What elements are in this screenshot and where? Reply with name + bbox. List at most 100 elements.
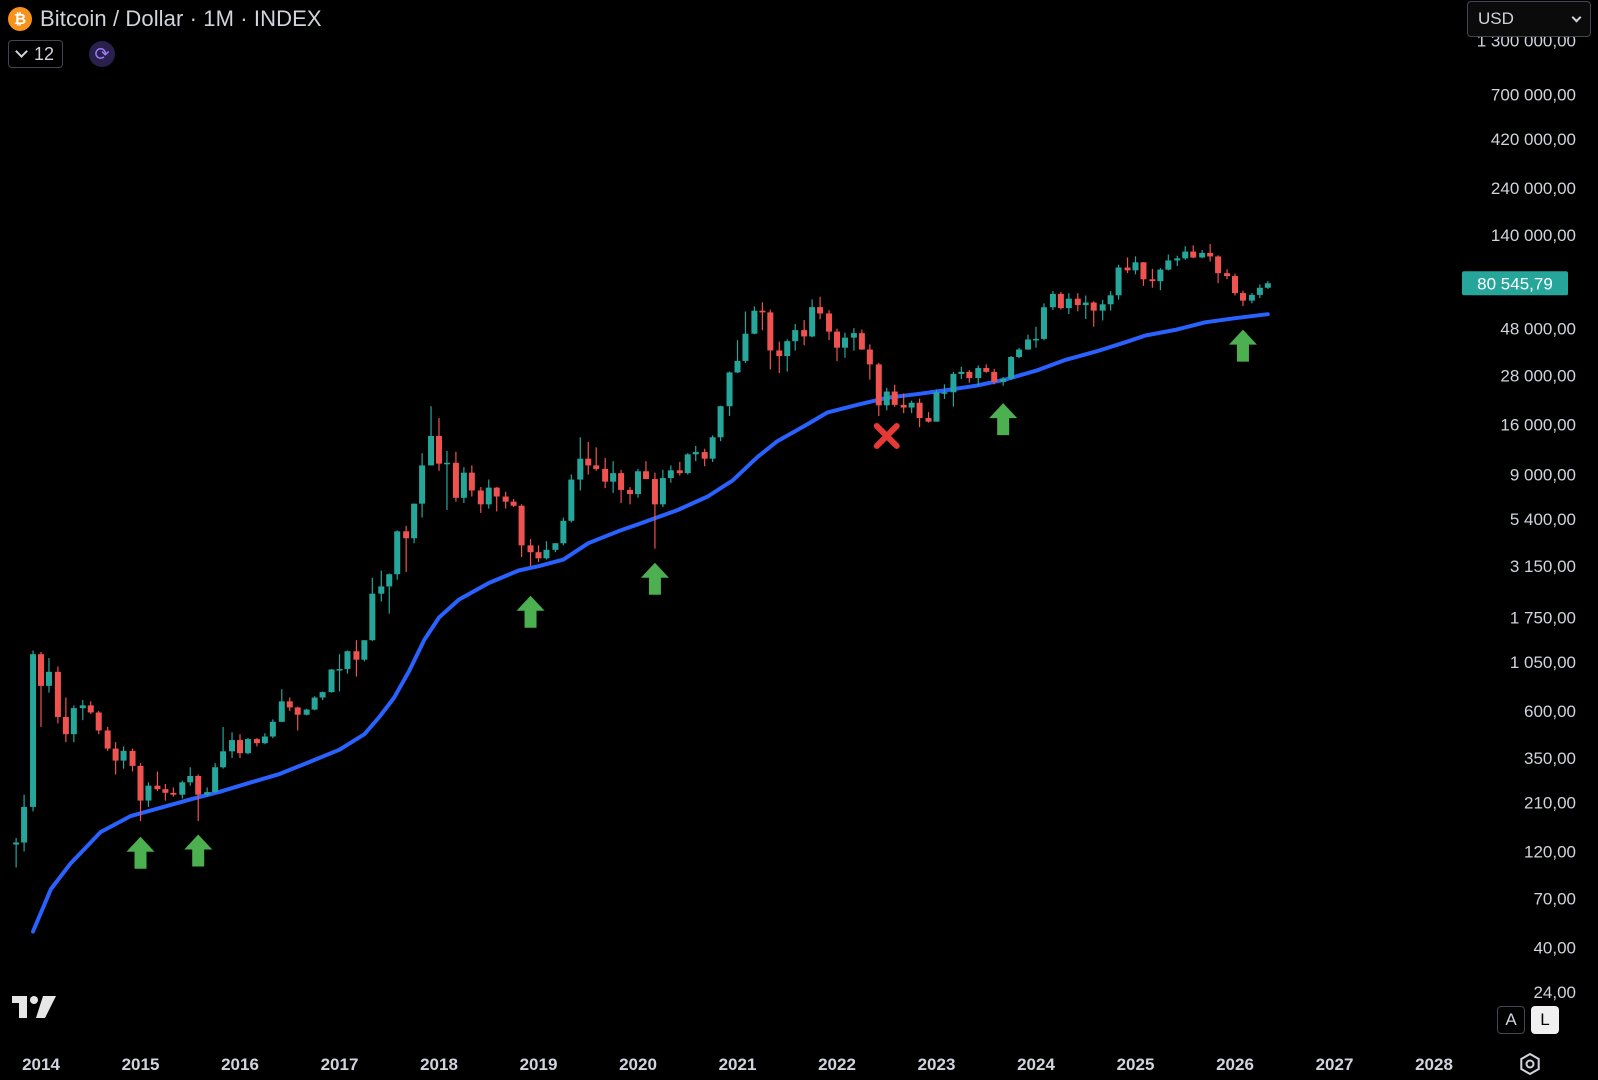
candle — [104, 726, 111, 751]
candle-body — [933, 392, 940, 422]
candle-body — [742, 333, 749, 361]
candle-body — [983, 368, 990, 372]
price-tick-label: 420 000,00 — [1491, 130, 1576, 149]
candle — [87, 701, 94, 714]
candle-body — [1140, 262, 1147, 280]
auto-scale-button[interactable]: A — [1497, 1006, 1525, 1034]
candle — [353, 640, 360, 677]
candle-body — [560, 520, 567, 544]
candle — [900, 393, 907, 414]
last-price-label: 80 545,79 — [1477, 274, 1553, 293]
symbol-title[interactable]: Bitcoin / Dollar · 1M · INDEX — [40, 6, 322, 31]
time-tick-label: 2016 — [221, 1055, 259, 1074]
candle-body — [369, 593, 376, 641]
candle — [1215, 255, 1222, 284]
time-tick-label: 2025 — [1117, 1055, 1155, 1074]
candle-body — [13, 842, 20, 845]
candle-body — [950, 373, 957, 393]
sync-icon[interactable]: ⟳ — [89, 41, 116, 67]
candle — [452, 451, 459, 502]
candle — [891, 384, 898, 407]
arrow-up-icon — [989, 403, 1018, 436]
log-scale-button[interactable]: L — [1531, 1006, 1559, 1034]
candle-body — [1124, 267, 1131, 271]
time-tick-label: 2019 — [520, 1055, 558, 1074]
candle — [294, 706, 301, 731]
candle — [154, 771, 161, 791]
candle — [319, 691, 326, 701]
candle-body — [378, 586, 385, 594]
candle-body — [1057, 293, 1064, 309]
candle-body — [908, 402, 915, 408]
candle-body — [767, 312, 774, 351]
price-tick-label: 210,00 — [1524, 794, 1576, 813]
candle-body — [269, 721, 276, 737]
candle — [1264, 281, 1271, 289]
candle-body — [1215, 256, 1222, 274]
symbol-header[interactable]: ₿ Bitcoin / Dollar · 1M · INDEX — [8, 6, 322, 32]
candle-body — [294, 707, 301, 715]
candle-body — [635, 471, 641, 495]
candle — [742, 311, 749, 364]
candle — [916, 398, 923, 428]
currency-select[interactable]: USD — [1467, 1, 1591, 37]
candle-body — [776, 350, 783, 357]
candle-body — [145, 785, 152, 801]
candle — [386, 573, 393, 614]
candle — [510, 499, 517, 508]
candle — [726, 371, 733, 417]
candle-body — [1149, 279, 1156, 282]
candle-body — [244, 739, 251, 754]
annotations — [126, 329, 1257, 869]
candle-body — [966, 371, 973, 379]
candle — [502, 491, 509, 509]
candle-body — [104, 730, 111, 749]
candle-body — [261, 736, 268, 744]
candle — [809, 299, 816, 338]
tradingview-logo-icon[interactable] — [12, 996, 58, 1018]
candle — [311, 696, 318, 711]
candle — [286, 697, 293, 711]
price-tick-label: 5 400,00 — [1510, 510, 1576, 529]
candle — [1099, 299, 1106, 321]
indicators-toggle-button[interactable]: 12 — [8, 40, 64, 68]
candle — [21, 794, 28, 852]
candle — [162, 783, 169, 801]
candle — [593, 447, 600, 471]
candle-body — [403, 531, 410, 539]
candle — [610, 461, 617, 493]
candle — [436, 418, 442, 471]
candle — [477, 487, 484, 513]
candlestick-series — [13, 244, 1271, 868]
candle-body — [436, 436, 442, 464]
gear-icon[interactable] — [1518, 1052, 1542, 1076]
candle-body — [527, 545, 534, 553]
price-tick-label: 600,00 — [1524, 702, 1576, 721]
candle-body — [834, 331, 840, 348]
candle-body — [195, 775, 202, 795]
candle — [278, 689, 285, 722]
candle — [1149, 268, 1156, 288]
candle — [975, 365, 982, 387]
candle — [667, 465, 674, 483]
candle-body — [87, 705, 94, 713]
candle-body — [95, 712, 102, 731]
candle — [767, 309, 774, 370]
candle-body — [991, 371, 998, 382]
candle — [1165, 254, 1172, 271]
candle — [269, 719, 276, 739]
arrow-up-icon — [1228, 329, 1257, 362]
candle — [120, 746, 127, 769]
time-axis[interactable]: 2014 2015 2016 2017 2018 2019 2020 2021 2022 2023… — [22, 1055, 1453, 1074]
price-tick-label: 70,00 — [1533, 890, 1576, 909]
candle-body — [651, 479, 658, 505]
candle-body — [179, 782, 186, 795]
candle-body — [1008, 357, 1015, 379]
candle — [1090, 301, 1097, 327]
time-tick-label: 2015 — [122, 1055, 160, 1074]
candle-body — [1256, 287, 1263, 295]
time-tick-label: 2021 — [719, 1055, 757, 1074]
candle — [13, 838, 20, 868]
